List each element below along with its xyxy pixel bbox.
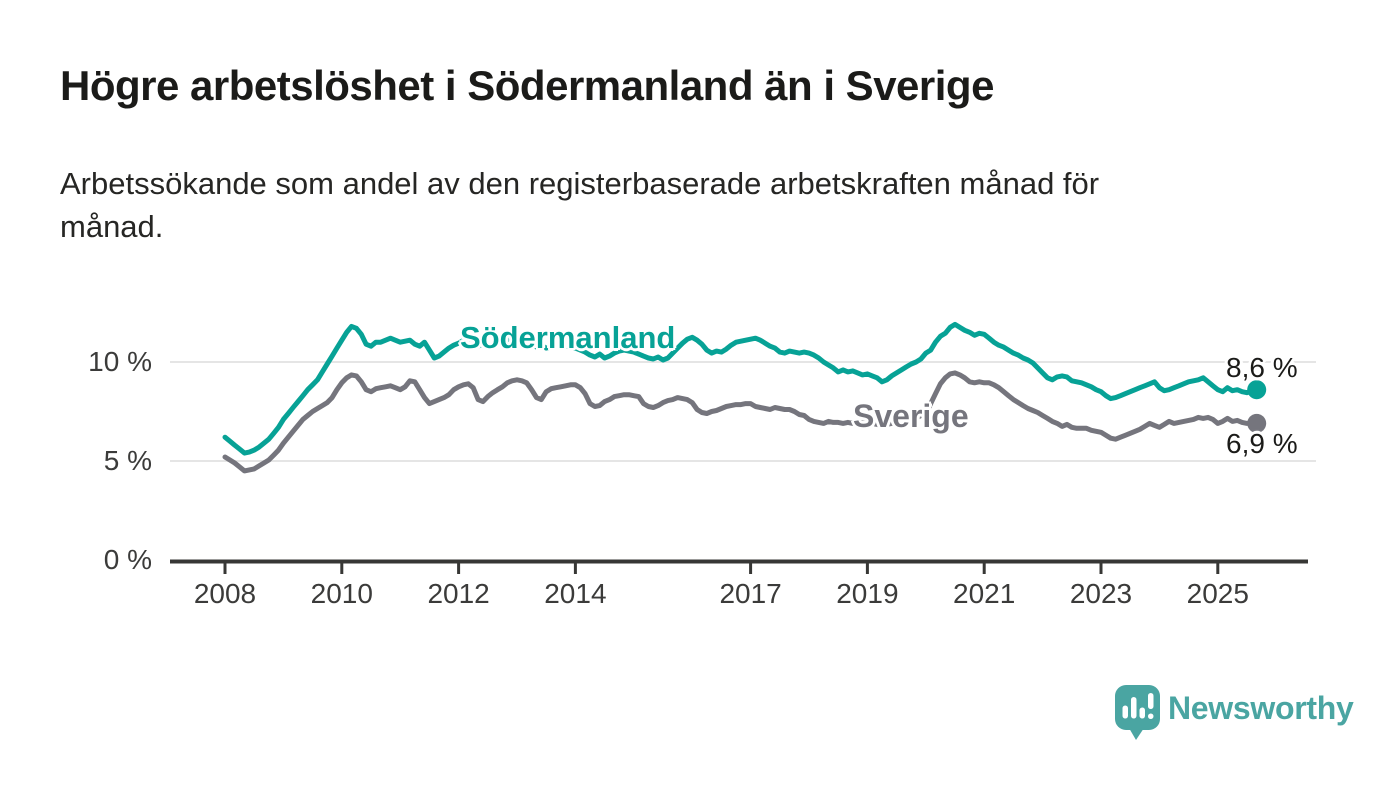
series-label-sodermanland: Södermanland bbox=[460, 320, 676, 355]
brand-footer: Newsworthy bbox=[1114, 684, 1354, 744]
chart-subtitle-line-2: månad. bbox=[60, 209, 164, 244]
x-tick-label-2012: 2012 bbox=[427, 578, 490, 609]
x-tick-label-2014: 2014 bbox=[544, 578, 607, 609]
series-line-södermanland bbox=[222, 321, 1260, 456]
x-tick-label-2021: 2021 bbox=[953, 578, 1016, 609]
end-dot-sverige bbox=[1247, 413, 1267, 433]
end-value-label-sverige: 6,9 % bbox=[1226, 428, 1298, 459]
end-dot-södermanland bbox=[1247, 380, 1267, 400]
x-tick-label-2019: 2019 bbox=[836, 578, 899, 609]
x-tick-label-2010: 2010 bbox=[310, 578, 373, 609]
y-tick-label-0: 0 % bbox=[103, 544, 152, 575]
chart-subtitle-line-1: Arbetssökande som andel av den registerb… bbox=[60, 166, 1100, 201]
bar-chart-speech-bubble-icon bbox=[1115, 685, 1160, 740]
chart-subtitle: Arbetssökande som andel av den registerb… bbox=[60, 162, 1099, 248]
series-line-sverige bbox=[222, 370, 1260, 474]
series-label-sverige: Sverige bbox=[853, 398, 969, 434]
x-tick-label-2017: 2017 bbox=[719, 578, 782, 609]
brand-wordmark: Newsworthy bbox=[1168, 690, 1354, 726]
end-value-label-sodermanland: 8,6 % bbox=[1226, 352, 1298, 383]
page-title: Högre arbetslöshet i Södermanland än i S… bbox=[60, 62, 994, 109]
y-tick-label-10: 10 % bbox=[88, 346, 152, 377]
x-tick-label-2008: 2008 bbox=[193, 578, 257, 609]
x-tick-label-2023: 2023 bbox=[1069, 578, 1133, 609]
y-tick-label-5: 5 % bbox=[103, 445, 152, 476]
x-tick-label-2025: 2025 bbox=[1186, 578, 1249, 609]
